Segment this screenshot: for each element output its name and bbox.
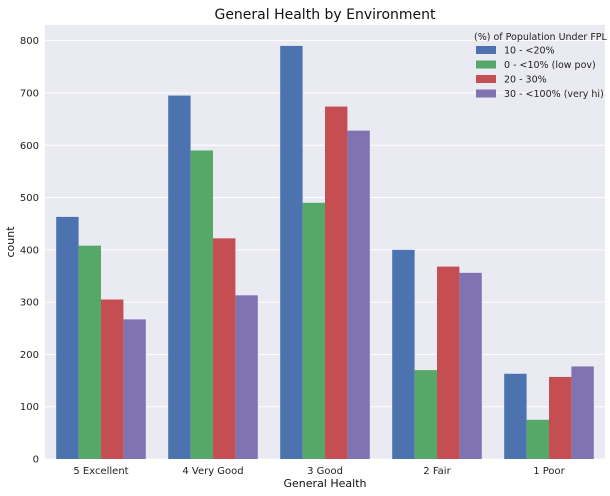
- x-tick-label: 1 Poor: [533, 466, 565, 477]
- y-axis-title: count: [4, 226, 17, 258]
- legend-swatch: [476, 89, 496, 98]
- chart-title: General Health by Environment: [214, 7, 436, 23]
- legend-swatch: [476, 75, 496, 83]
- bar: [325, 106, 348, 460]
- bar: [437, 266, 460, 459]
- bar: [56, 216, 79, 459]
- legend-swatch: [476, 60, 496, 69]
- bar: [392, 249, 415, 459]
- y-tick-label: 0: [33, 455, 39, 466]
- legend-label: 20 - 30%: [504, 75, 547, 86]
- bar: [101, 299, 124, 459]
- x-axis-title: General Health: [284, 477, 367, 490]
- y-tick-label: 300: [20, 298, 39, 309]
- x-tick-label: 3 Good: [307, 466, 343, 477]
- y-tick-label: 600: [20, 141, 39, 152]
- bar: [123, 319, 146, 459]
- bar: [526, 419, 549, 459]
- y-tick-label: 800: [20, 36, 39, 47]
- bars: [56, 45, 594, 460]
- bar: [414, 370, 437, 459]
- y-tick-label: 500: [20, 193, 39, 204]
- x-tick-label: 4 Very Good: [182, 466, 243, 477]
- legend-label: 0 - <10% (low pov): [504, 60, 596, 71]
- y-tick-label: 100: [20, 402, 39, 413]
- legend: (%) of Population Under FPL 10 - <20% 0 -…: [474, 32, 608, 100]
- y-axis-ticks: 0 100 200 300 400 500 600 700 800: [20, 36, 39, 465]
- legend-label: 10 - <20%: [504, 46, 555, 57]
- bar: [78, 245, 101, 459]
- bar: [347, 130, 370, 460]
- y-tick-label: 400: [20, 245, 39, 256]
- bar: [168, 95, 191, 459]
- bar: [302, 202, 325, 459]
- y-tick-label: 700: [20, 88, 39, 99]
- x-tick-label: 2 Fair: [423, 466, 451, 477]
- bar: [213, 238, 236, 459]
- x-axis-ticks: 5 Excellent 4 Very Good 3 Good 2 Fair 1 Poor: [73, 466, 565, 477]
- y-tick-label: 200: [20, 350, 39, 361]
- bar: [190, 150, 213, 460]
- bar: [459, 272, 482, 459]
- legend-title: (%) of Population Under FPL: [474, 32, 608, 43]
- legend-swatch: [476, 46, 496, 54]
- bar: [549, 376, 572, 459]
- legend-label: 30 - <100% (very hi): [504, 89, 604, 100]
- bar: [504, 373, 527, 459]
- bar: [280, 45, 303, 460]
- bar: [571, 366, 594, 459]
- bar: [235, 295, 258, 459]
- x-tick-label: 5 Excellent: [73, 466, 128, 477]
